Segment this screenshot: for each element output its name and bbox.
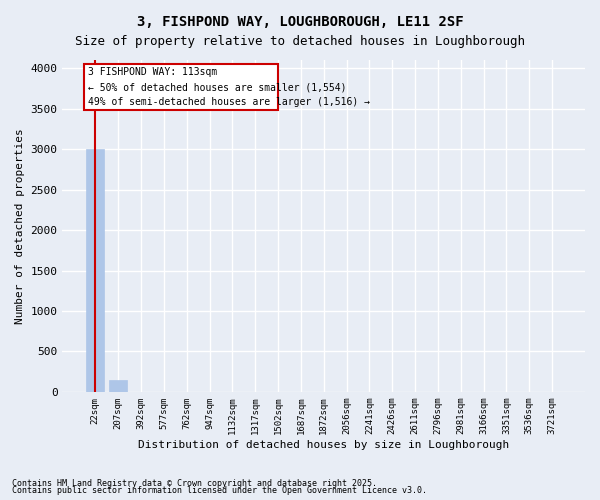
Text: Contains public sector information licensed under the Open Government Licence v3: Contains public sector information licen…: [12, 486, 427, 495]
Y-axis label: Number of detached properties: Number of detached properties: [15, 128, 25, 324]
Text: Size of property relative to detached houses in Loughborough: Size of property relative to detached ho…: [75, 35, 525, 48]
Bar: [86, 149, 104, 392]
Text: 3, FISHPOND WAY, LOUGHBOROUGH, LE11 2SF: 3, FISHPOND WAY, LOUGHBOROUGH, LE11 2SF: [137, 15, 463, 29]
Text: 49% of semi-detached houses are larger (1,516) →: 49% of semi-detached houses are larger (…: [88, 98, 370, 108]
Text: 3 FISHPOND WAY: 113sqm: 3 FISHPOND WAY: 113sqm: [88, 67, 218, 77]
FancyBboxPatch shape: [84, 64, 278, 110]
Text: Contains HM Land Registry data © Crown copyright and database right 2025.: Contains HM Land Registry data © Crown c…: [12, 478, 377, 488]
X-axis label: Distribution of detached houses by size in Loughborough: Distribution of detached houses by size …: [138, 440, 509, 450]
Text: ← 50% of detached houses are smaller (1,554): ← 50% of detached houses are smaller (1,…: [88, 83, 347, 93]
Bar: [109, 380, 127, 392]
